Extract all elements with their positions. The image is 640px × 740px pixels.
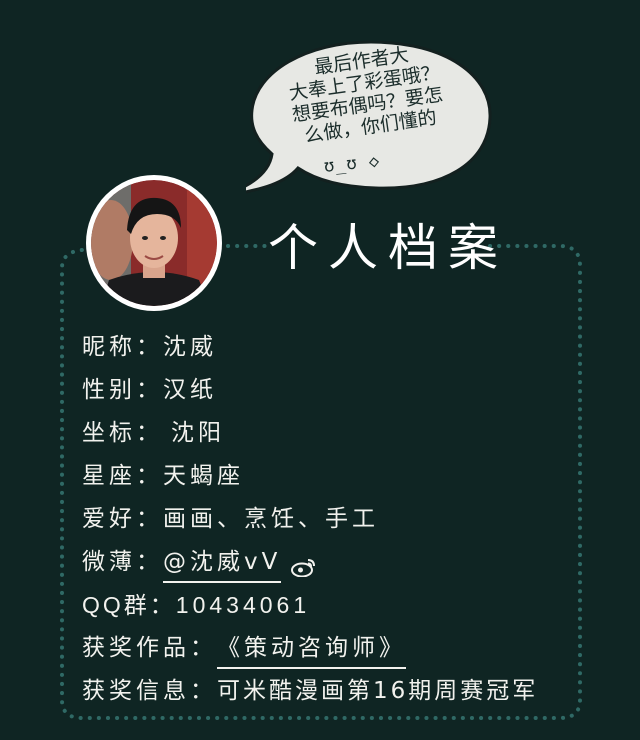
sign-value: 天蝎座 (163, 463, 244, 489)
weibo-icon[interactable] (291, 553, 317, 587)
award-label: 获奖信息： (82, 678, 217, 704)
row-location: 坐标： 沈阳 (82, 416, 538, 459)
work-link[interactable]: 《策动咨询师》 (217, 631, 406, 669)
nickname-label: 昵称： (82, 334, 163, 360)
work-label: 获奖作品： (82, 635, 217, 661)
location-label: 坐标： (82, 420, 163, 446)
location-value: 沈阳 (171, 420, 225, 446)
qq-label: QQ群： (82, 592, 176, 618)
row-sign: 星座： 天蝎座 (82, 459, 538, 502)
row-work: 获奖作品： 《策动咨询师》 (82, 631, 538, 674)
page-title: 个人档案 (268, 219, 508, 277)
gender-label: 性别： (82, 377, 163, 403)
gender-value: 汉纸 (163, 377, 217, 403)
row-nickname: 昵称： 沈威 (82, 330, 538, 373)
row-award: 获奖信息： 可米酷漫画第16期周赛冠军 (82, 674, 538, 717)
weibo-label: 微薄： (82, 549, 163, 575)
row-weibo: 微薄： @沈威vV (82, 545, 538, 588)
speech-bubble: 最后作者大 大奉上了彩蛋哦？ 想要布偶吗？要怎 么做，你们懂的 ʊ_ʊ ◇ (246, 38, 496, 200)
hobby-value: 画画、烹饪、手工 (163, 506, 379, 532)
qq-value: 10434061 (175, 592, 311, 618)
weibo-link[interactable]: @沈威vV (163, 545, 282, 583)
hobby-label: 爱好： (82, 506, 163, 532)
row-gender: 性别： 汉纸 (82, 373, 538, 416)
award-value: 可米酷漫画第16期周赛冠军 (217, 678, 539, 704)
profile-details: 昵称： 沈威 性别： 汉纸 坐标： 沈阳 星座： 天蝎座 爱好： 画画、烹饪、手… (82, 330, 538, 717)
sign-label: 星座： (82, 463, 163, 489)
speech-bubble-shape (246, 40, 492, 194)
row-hobby: 爱好： 画画、烹饪、手工 (82, 502, 538, 545)
row-qq: QQ群： 10434061 (82, 588, 538, 631)
avatar-photo (91, 180, 217, 306)
nickname-value: 沈威 (163, 334, 217, 360)
avatar (86, 175, 222, 311)
